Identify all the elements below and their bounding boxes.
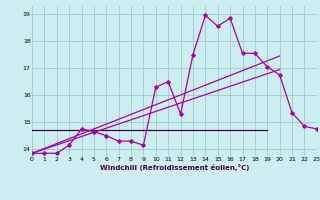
X-axis label: Windchill (Refroidissement éolien,°C): Windchill (Refroidissement éolien,°C) bbox=[100, 164, 249, 171]
